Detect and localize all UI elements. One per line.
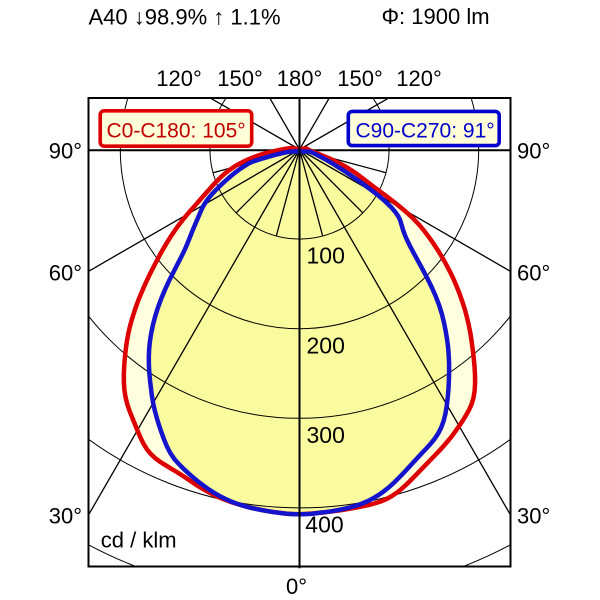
svg-text:90°: 90° [49, 139, 82, 164]
svg-text:0°: 0° [286, 574, 307, 599]
svg-text:30°: 30° [517, 504, 550, 529]
svg-text:400: 400 [305, 512, 343, 538]
svg-text:300: 300 [307, 422, 345, 448]
svg-text:120°: 120° [156, 66, 202, 91]
svg-text:150°: 150° [337, 66, 383, 91]
svg-text:120°: 120° [396, 66, 442, 91]
svg-text:A40 ↓98.9% ↑ 1.1%: A40 ↓98.9% ↑ 1.1% [89, 5, 281, 30]
svg-text:30°: 30° [49, 504, 82, 529]
svg-text:100: 100 [307, 243, 345, 269]
svg-text:C90-C270: 91°: C90-C270: 91° [356, 120, 495, 143]
svg-text:cd / klm: cd / klm [101, 528, 177, 553]
svg-text:60°: 60° [49, 261, 82, 286]
svg-text:200: 200 [307, 332, 345, 358]
svg-text:180°: 180° [277, 66, 323, 91]
svg-text:60°: 60° [517, 261, 550, 286]
svg-text:Φ: 1900 lm: Φ: 1900 lm [382, 4, 490, 29]
svg-text:90°: 90° [517, 139, 550, 164]
svg-text:150°: 150° [217, 66, 263, 91]
svg-text:C0-C180: 105°: C0-C180: 105° [107, 120, 246, 143]
